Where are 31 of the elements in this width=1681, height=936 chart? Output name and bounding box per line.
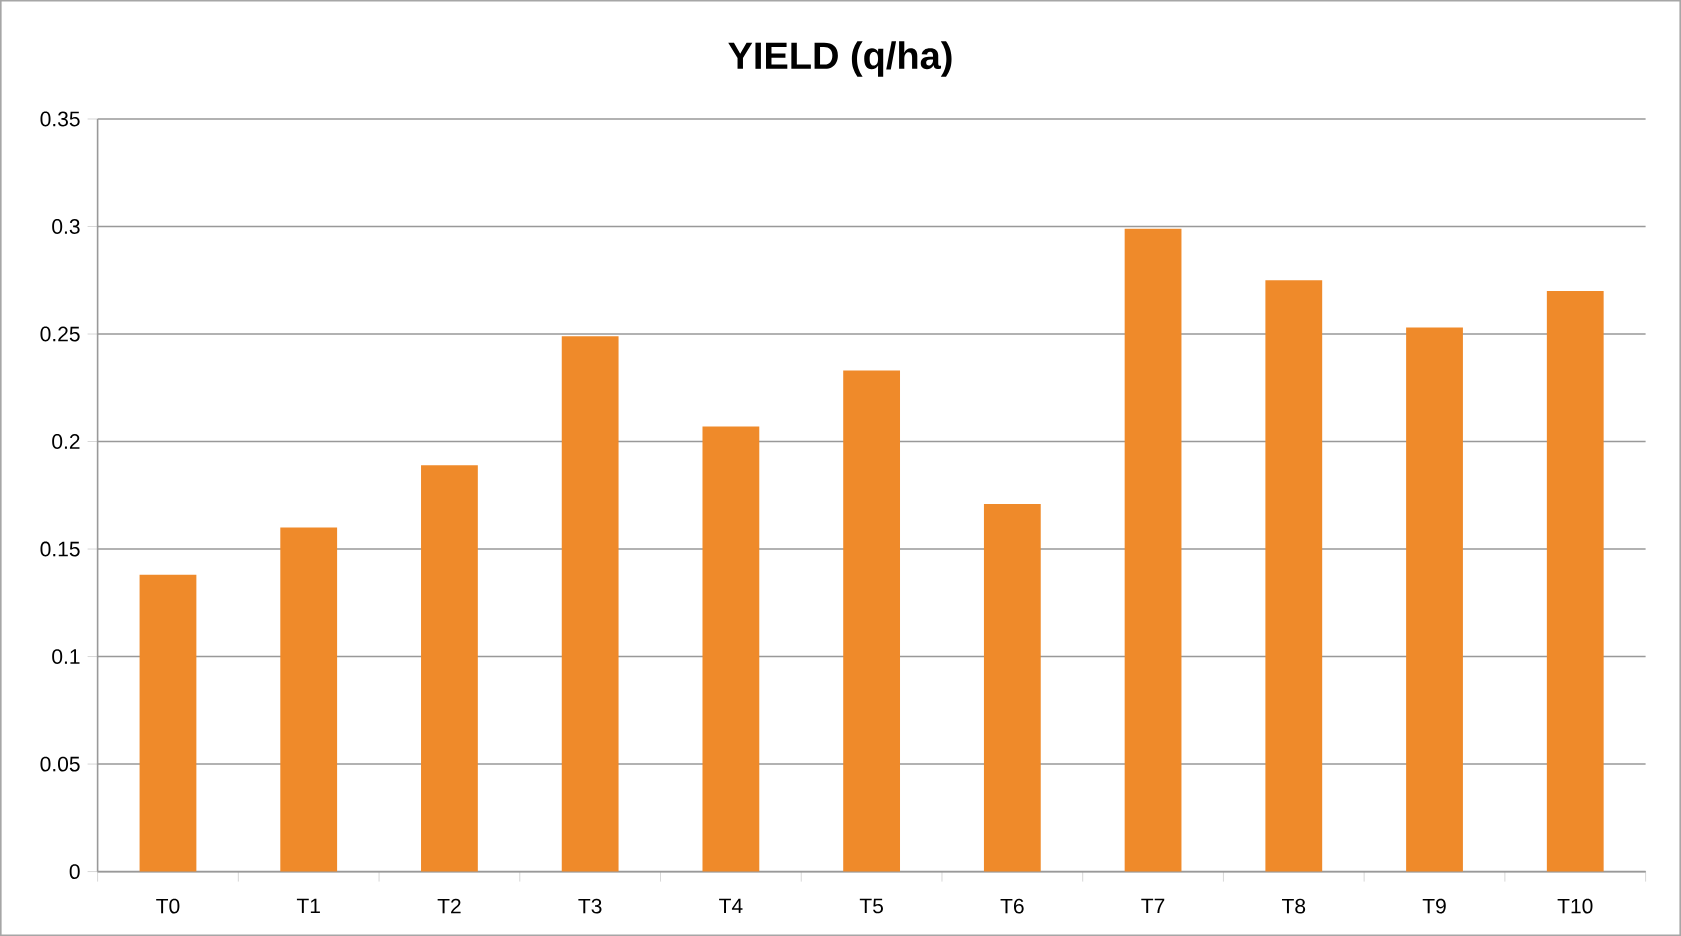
y-tick-label: 0.2: [52, 434, 80, 449]
x-tick-label: T1: [296, 898, 320, 914]
x-tick-label: T0: [156, 898, 180, 914]
y-tick-label: 0.15: [40, 541, 80, 557]
bar: [843, 370, 901, 872]
bar: [1124, 228, 1182, 872]
y-tick-label: 0: [69, 864, 80, 880]
bar: [1546, 291, 1604, 872]
bar: [702, 426, 760, 872]
y-tick-label: 0.25: [40, 326, 80, 342]
x-tick-label: T8: [1282, 898, 1306, 914]
x-tick-label: T9: [1422, 898, 1446, 914]
x-tick-label: T7: [1141, 898, 1165, 914]
bar: [1406, 327, 1463, 872]
x-tick-label: T4: [719, 898, 743, 914]
x-tick-label: T5: [859, 898, 883, 914]
y-tick-label: 0.05: [40, 756, 80, 772]
bar: [139, 574, 197, 872]
y-tick-label: 0.1: [52, 649, 80, 664]
x-tick-label: T10: [1557, 898, 1593, 914]
bar: [561, 336, 619, 872]
y-tick-label: 0.35: [40, 111, 80, 127]
x-tick-label: T2: [437, 898, 461, 914]
bar: [983, 503, 1041, 872]
x-tick-label: T3: [578, 898, 602, 914]
x-tick-label: T6: [1000, 898, 1024, 914]
bar: [280, 527, 338, 872]
bar: [421, 465, 478, 872]
bar: [1265, 280, 1323, 872]
chart-title: YIELD (q/ha): [728, 41, 952, 77]
y-tick-label: 0.3: [52, 219, 80, 234]
